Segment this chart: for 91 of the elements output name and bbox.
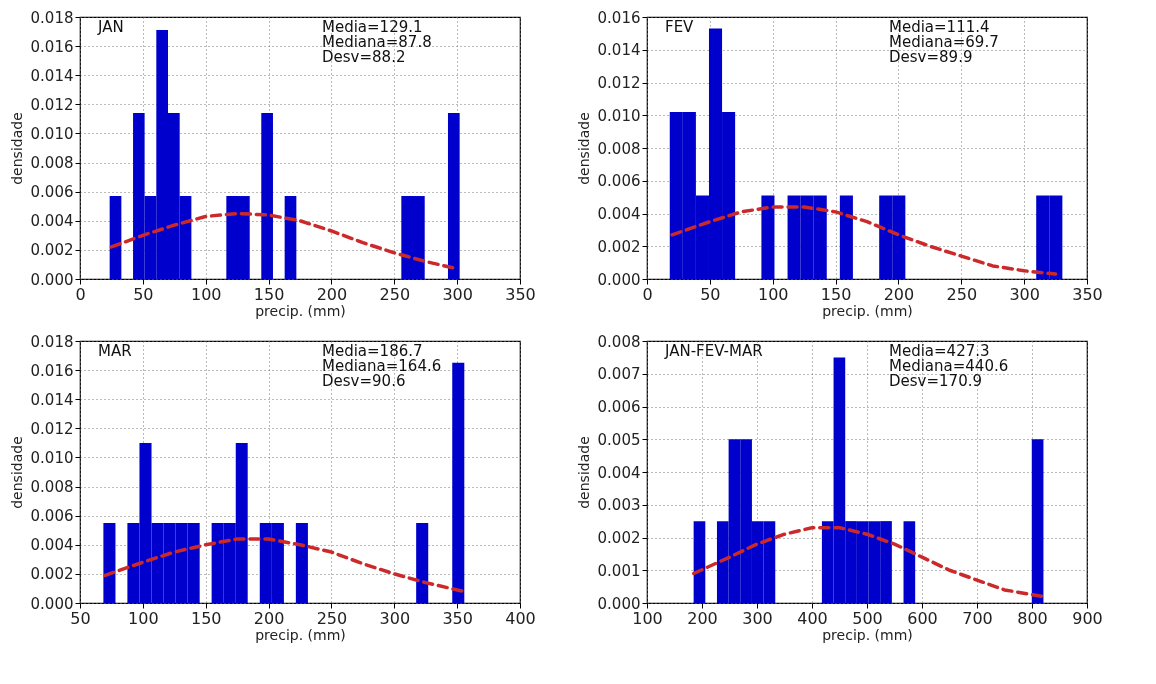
x-tick-label: 150 — [253, 284, 285, 304]
x-tick-label: 900 — [1072, 608, 1103, 628]
y-tick-label: 0.010 — [597, 106, 641, 125]
x-axis-title: precip. (mm) — [822, 302, 913, 319]
x-tick-label: 300 — [742, 608, 773, 628]
y-tick-label: 0.003 — [597, 496, 641, 515]
annotation: Mediana=69.7 — [889, 33, 999, 51]
y-tick-label: 0.014 — [30, 390, 74, 409]
x-tick-label: 800 — [1017, 608, 1048, 628]
y-tick-label: 0.002 — [597, 237, 641, 256]
y-tick-label: 0.014 — [30, 66, 74, 85]
x-tick-label: 0 — [75, 284, 86, 304]
annotation: Media=186.7 — [322, 342, 423, 360]
annotation: Media=427.3 — [889, 342, 990, 360]
x-tick-label: 350 — [442, 608, 473, 628]
x-tick-label: 350 — [505, 284, 536, 304]
x-tick-label: 300 — [379, 608, 411, 628]
y-tick-label: 0.002 — [30, 241, 74, 260]
x-tick-label: 50 — [700, 284, 721, 304]
y-tick-label: 0.001 — [597, 561, 641, 580]
y-tick-label: 0.000 — [597, 270, 641, 289]
annotation: FEV — [665, 18, 695, 36]
annotation: JAN-FEV-MAR — [664, 342, 763, 360]
x-tick-label: 200 — [316, 284, 348, 304]
y-tick-label: 0.000 — [30, 270, 74, 289]
x-tick-label: 600 — [907, 608, 938, 628]
y-tick-label: 0.004 — [597, 463, 641, 482]
y-tick-label: 0.008 — [30, 478, 74, 497]
y-tick-label: 0.008 — [30, 154, 74, 173]
y-tick-label: 0.002 — [597, 529, 641, 547]
x-tick-label: 0 — [642, 284, 653, 304]
y-tick-label: 0.010 — [30, 124, 74, 143]
x-tick-label: 200 — [687, 608, 718, 628]
x-axis-title: precip. (mm) — [255, 626, 346, 643]
annotation: MAR — [98, 342, 132, 360]
y-axis-title: densidade — [8, 112, 25, 185]
y-tick-label: 0.005 — [597, 430, 641, 449]
y-tick-label: 0.002 — [30, 565, 74, 584]
x-tick-label: 100 — [757, 284, 789, 304]
x-tick-label: 400 — [797, 608, 828, 628]
y-tick-label: 0.014 — [597, 41, 641, 60]
y-tick-label: 0.008 — [597, 139, 641, 158]
x-tick-label: 500 — [852, 608, 883, 628]
y-tick-label: 0.004 — [30, 212, 74, 231]
y-tick-label: 0.006 — [30, 183, 74, 202]
y-tick-label: 0.006 — [597, 172, 641, 191]
y-tick-label: 0.012 — [597, 74, 641, 92]
y-tick-label: 0.016 — [30, 361, 74, 380]
y-tick-label: 0.004 — [30, 536, 74, 555]
x-tick-label: 50 — [133, 284, 154, 304]
annotation: Mediana=164.6 — [322, 357, 442, 375]
annotation: JAN — [97, 18, 124, 36]
x-tick-label: 250 — [316, 608, 348, 628]
y-tick-label: 0.006 — [30, 507, 74, 526]
x-tick-label: 150 — [190, 608, 222, 628]
y-axis-title: densidade — [8, 436, 25, 509]
y-tick-label: 0.006 — [597, 398, 641, 416]
y-axis-title: densidade — [575, 112, 592, 185]
y-tick-label: 0.016 — [30, 37, 74, 56]
y-tick-label: 0.007 — [597, 365, 641, 384]
x-tick-label: 250 — [379, 284, 411, 304]
y-tick-label: 0.018 — [30, 8, 74, 27]
annotation: Mediana=440.6 — [889, 357, 1009, 375]
x-axis-title: precip. (mm) — [822, 626, 913, 643]
annotation: Media=129.1 — [322, 18, 423, 36]
y-tick-label: 0.012 — [30, 95, 74, 114]
x-tick-label: 150 — [820, 284, 852, 304]
x-axis-title: precip. (mm) — [255, 302, 346, 319]
x-tick-label: 350 — [1072, 284, 1103, 304]
annotation: Desv=89.9 — [889, 48, 973, 66]
annotation: Mediana=87.8 — [322, 33, 432, 51]
x-tick-label: 100 — [128, 608, 159, 628]
annotation: Media=111.4 — [889, 18, 990, 36]
x-tick-label: 200 — [883, 284, 915, 304]
y-tick-label: 0.008 — [597, 332, 641, 351]
x-tick-label: 250 — [946, 284, 978, 304]
y-axis-title: densidade — [575, 436, 592, 509]
y-tick-label: 0.016 — [597, 8, 641, 27]
annotation: Desv=170.9 — [889, 372, 982, 390]
x-tick-label: 400 — [505, 608, 536, 628]
y-tick-label: 0.018 — [30, 332, 74, 351]
x-tick-label: 100 — [190, 284, 222, 304]
x-tick-label: 200 — [253, 608, 285, 628]
x-tick-label: 300 — [442, 284, 473, 304]
annotation: Desv=88.2 — [322, 48, 406, 66]
y-tick-label: 0.010 — [30, 448, 74, 467]
y-tick-label: 0.004 — [597, 205, 641, 223]
y-tick-label: 0.012 — [30, 419, 74, 438]
annotation: Desv=90.6 — [322, 372, 406, 390]
x-tick-label: 300 — [1009, 284, 1040, 304]
x-tick-label: 700 — [962, 608, 993, 628]
